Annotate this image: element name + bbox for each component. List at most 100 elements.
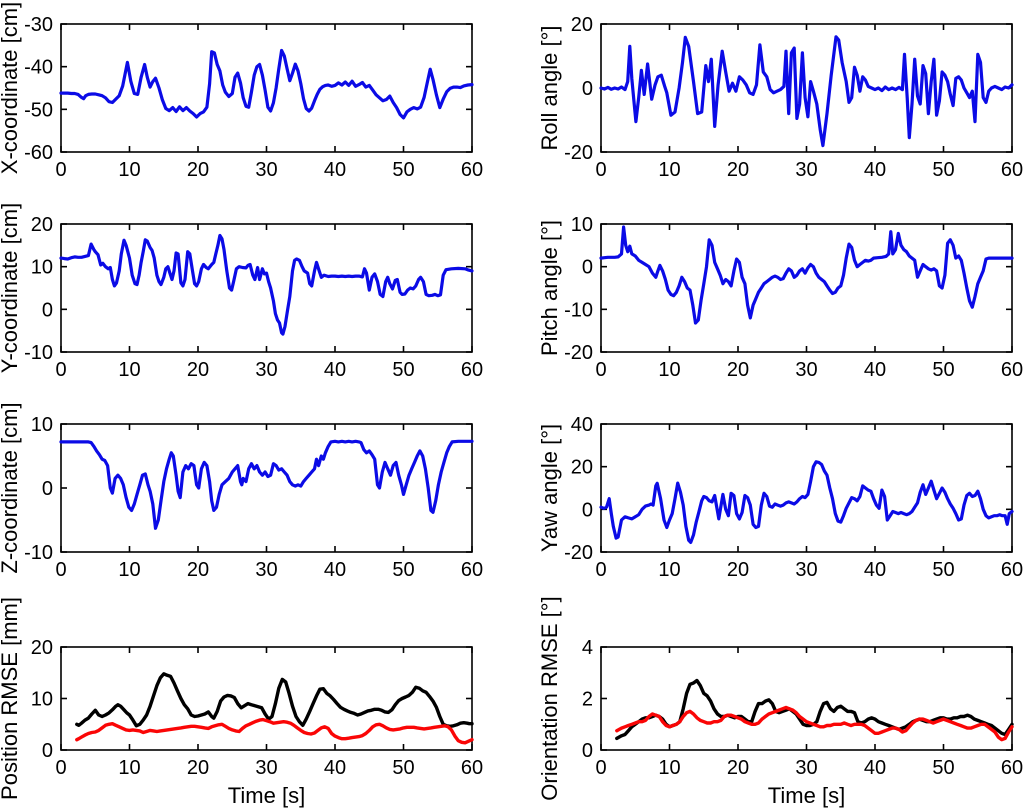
y-tick-label: 20 [31, 214, 53, 236]
x-tick-label: 10 [658, 159, 680, 181]
series-line-roll-angle [599, 35, 1014, 148]
y-tick-label: -20 [564, 542, 593, 564]
y-tick-label: 2 [582, 689, 593, 711]
y-tick-label: 0 [582, 499, 593, 521]
y-tick-label: 10 [571, 214, 593, 236]
y-axis-label: X-coordinate [cm] [0, 2, 22, 174]
x-tick-label: 10 [118, 757, 140, 779]
series-line-orientation-rmse-black [615, 678, 1014, 741]
x-tick-label: 50 [932, 359, 954, 381]
y-axis-label: Yaw angle [°] [537, 424, 562, 552]
x-tick-label: 30 [795, 757, 817, 779]
x-tick-label: 40 [324, 159, 346, 181]
x-tick-label: 30 [255, 559, 277, 581]
x-tick-label: 50 [392, 559, 414, 581]
x-tick-label: 20 [187, 559, 209, 581]
x-tick-label: 20 [187, 159, 209, 181]
x-tick-label: 30 [795, 159, 817, 181]
x-tick-label: 40 [324, 359, 346, 381]
series-line-z-coordinate [59, 439, 474, 530]
y-tick-label: -40 [24, 57, 53, 79]
y-tick-label: -50 [24, 99, 53, 121]
x-tick-label: 60 [1001, 159, 1023, 181]
subplot-6: 0 10 20 30 40 50 60 0 10 20 Position RMSE [mm] Time… [0, 597, 483, 808]
x-tick-label: 40 [864, 159, 886, 181]
series-line-y-coordinate [59, 233, 474, 336]
x-tick-label: 40 [324, 757, 346, 779]
y-tick-label: 0 [42, 478, 53, 500]
x-tick-label: 60 [461, 559, 483, 581]
y-tick-label: -10 [24, 542, 53, 564]
x-tick-label: 40 [864, 559, 886, 581]
x-tick-label: 0 [55, 757, 66, 779]
x-tick-label: 10 [658, 559, 680, 581]
x-tick-label: 50 [392, 159, 414, 181]
x-tick-label: 10 [118, 359, 140, 381]
series-line-orientation-rmse-red [615, 705, 1014, 742]
y-tick-label: 0 [42, 299, 53, 321]
x-tick-label: 30 [255, 359, 277, 381]
x-tick-label: 50 [392, 757, 414, 779]
subplot-7: 0 10 20 30 40 50 60 0 2 4 Orientation RMSE [°] Time… [537, 596, 1023, 808]
y-tick-label: 4 [582, 637, 593, 659]
y-tick-label: 10 [31, 257, 53, 279]
x-tick-label: 0 [595, 559, 606, 581]
x-tick-label: 10 [658, 359, 680, 381]
y-tick-label: 0 [582, 257, 593, 279]
plot-frame [600, 423, 1013, 553]
series-line-yaw-angle [599, 460, 1014, 545]
x-tick-label: 10 [658, 757, 680, 779]
x-tick-label: 50 [932, 757, 954, 779]
x-axis-label: Time [s] [768, 783, 845, 808]
series-line-position-rmse-red [75, 717, 474, 745]
y-tick-label: -20 [564, 142, 593, 164]
x-tick-label: 60 [461, 757, 483, 779]
y-tick-label: -10 [24, 342, 53, 364]
y-tick-label: 0 [582, 740, 593, 762]
y-tick-label: 20 [571, 14, 593, 36]
x-tick-label: 60 [461, 159, 483, 181]
y-axis-label: Position RMSE [mm] [0, 597, 22, 800]
plot-frame [60, 646, 473, 751]
x-tick-label: 10 [118, 559, 140, 581]
x-tick-label: 60 [461, 359, 483, 381]
series-line-position-rmse-black [75, 672, 474, 728]
x-tick-label: 0 [55, 559, 66, 581]
x-tick-label: 60 [1001, 559, 1023, 581]
y-tick-label: -20 [564, 342, 593, 364]
x-tick-label: 20 [727, 359, 749, 381]
y-tick-label: -30 [24, 14, 53, 36]
y-axis-label: Pitch angle [°] [537, 220, 562, 356]
x-tick-label: 60 [1001, 359, 1023, 381]
y-tick-label: -60 [24, 142, 53, 164]
x-tick-label: 20 [727, 559, 749, 581]
x-tick-label: 0 [595, 359, 606, 381]
x-tick-label: 20 [187, 757, 209, 779]
x-tick-label: 10 [118, 159, 140, 181]
y-tick-label: 20 [571, 457, 593, 479]
x-tick-label: 30 [795, 559, 817, 581]
y-tick-label: 0 [582, 78, 593, 100]
x-tick-label: 20 [187, 359, 209, 381]
y-tick-label: 10 [31, 414, 53, 436]
series-line-x-coordinate [59, 48, 474, 120]
subplot-3: 0 10 20 30 40 50 60 -20 -10 0 10 Pitch angle [°] [537, 214, 1023, 381]
x-tick-label: 30 [795, 359, 817, 381]
plot-frame [600, 646, 1013, 751]
y-tick-label: 40 [571, 414, 593, 436]
x-tick-label: 40 [864, 359, 886, 381]
x-tick-label: 30 [255, 757, 277, 779]
x-tick-label: 20 [727, 757, 749, 779]
y-axis-label: Z-coordinate [cm] [0, 402, 22, 573]
x-tick-label: 0 [55, 159, 66, 181]
subplot-0: 0 10 20 30 40 50 60 -60 -50 -40 -30X-coordinate [c… [0, 2, 483, 181]
x-axis-label: Time [s] [228, 783, 305, 808]
y-tick-label: 0 [42, 740, 53, 762]
x-tick-label: 0 [595, 159, 606, 181]
x-tick-label: 0 [595, 757, 606, 779]
x-tick-label: 20 [727, 159, 749, 181]
x-tick-label: 0 [55, 359, 66, 381]
